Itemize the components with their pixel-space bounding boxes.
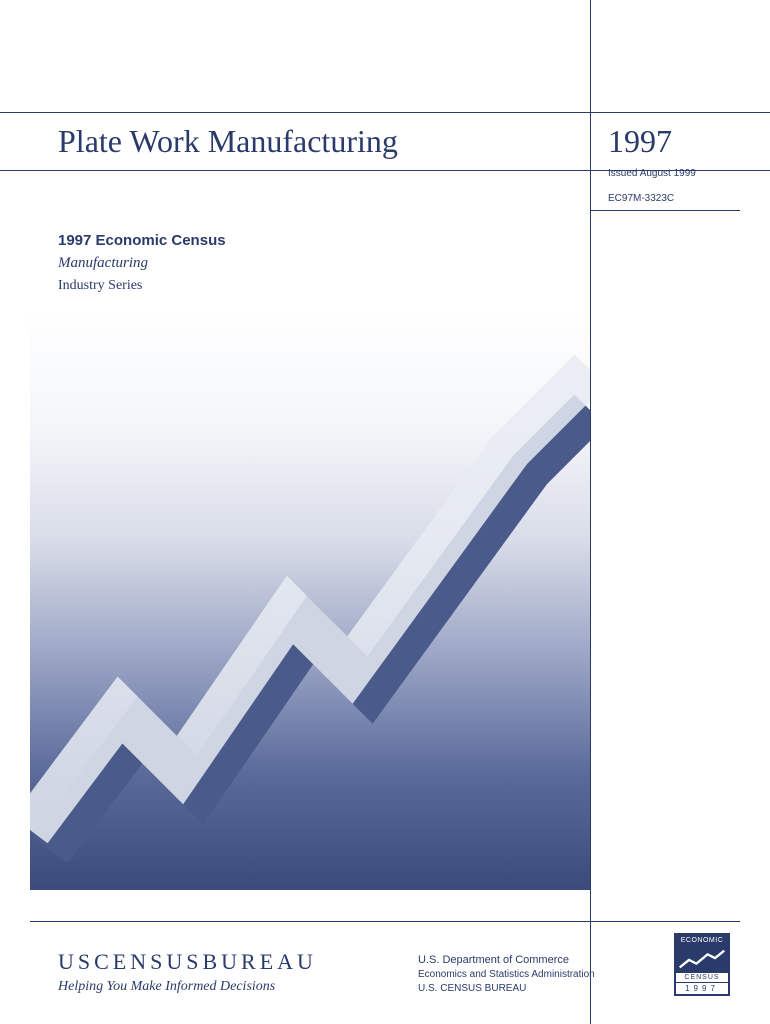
bureau-tagline: Helping You Make Informed Decisions — [58, 979, 418, 995]
title-section: Plate Work Manufacturing 1997 — [0, 112, 770, 171]
cover-graphic — [30, 310, 590, 890]
logo-census-label: CENSUS — [676, 972, 728, 982]
bureau-name: USCENSUSBUREAU — [58, 949, 418, 975]
document-title: Plate Work Manufacturing — [0, 123, 590, 160]
publication-info: Issued August 1999 EC97M-3323C — [608, 168, 696, 204]
zigzag-chart-icon — [30, 310, 590, 890]
economic-census-logo: ECONOMIC CENSUS 1997 — [674, 933, 730, 996]
issued-date: Issued August 1999 — [608, 168, 696, 179]
logo-chart-icon — [676, 946, 728, 972]
logo-top-label: ECONOMIC — [676, 935, 728, 946]
logo-year-label: 1997 — [676, 982, 728, 994]
bureau-block: USCENSUSBUREAU Helping You Make Informed… — [58, 949, 418, 995]
census-series: Industry Series — [58, 278, 226, 294]
document-code: EC97M-3323C — [608, 193, 696, 204]
census-block: 1997 Economic Census Manufacturing Indus… — [58, 232, 226, 294]
footer-divider — [30, 921, 740, 922]
footer: USCENSUSBUREAU Helping You Make Informed… — [58, 949, 740, 996]
census-category: Manufacturing — [58, 255, 226, 272]
sub-divider — [590, 210, 740, 211]
census-title: 1997 Economic Census — [58, 232, 226, 249]
document-year: 1997 — [590, 123, 672, 160]
